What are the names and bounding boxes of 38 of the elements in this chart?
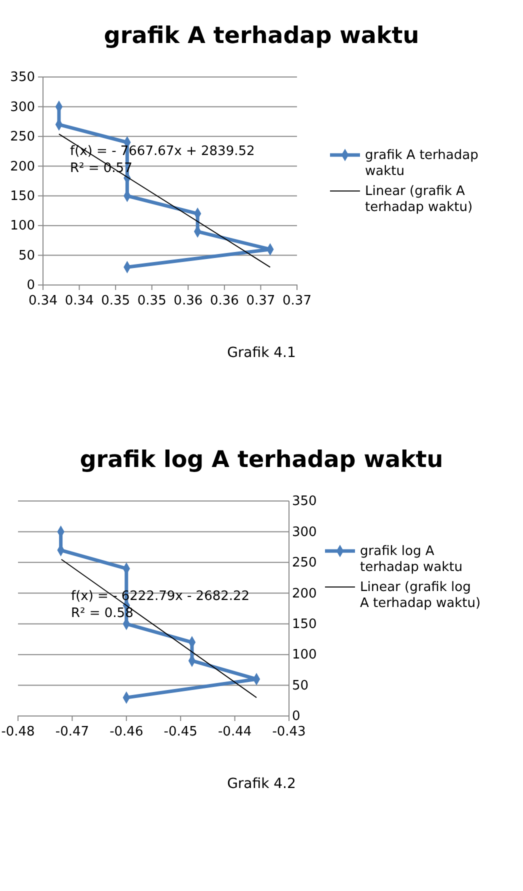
y-tick-label: 50 [18,248,35,264]
x-tick-label: -0.43 [272,724,306,740]
legend-label: Linear (grafik A terhadap waktu) [365,184,473,215]
x-tick-label: 0.36 [174,294,203,309]
y-tick-label: 350 [292,494,317,510]
y-tick-label: 50 [292,678,309,694]
text: Grafik 4.1 [227,345,296,361]
text: Grafik 4.2 [227,776,296,792]
y-tick-label: 100 [10,218,35,234]
y-tick-label: 250 [10,130,35,145]
legend-label: grafik log A terhadap waktu [360,544,462,575]
x-tick-label: 0.35 [137,294,166,309]
y-tick-label: 250 [292,556,317,571]
y-tick-label: 350 [10,70,35,86]
x-tick-label: -0.45 [164,724,198,740]
y-tick-label: 0 [26,278,35,294]
x-tick-label: 0.34 [64,294,94,309]
legend-label: grafik A terhadap waktu [365,148,478,179]
y-tick-label: 150 [10,189,35,204]
y-tick-label: 300 [292,524,317,540]
x-tick-label: 0.36 [210,294,239,309]
y-tick-label: 200 [10,159,35,174]
x-tick-label: -0.47 [55,724,90,740]
x-tick-label: 0.35 [101,294,130,309]
x-tick-label: 0.37 [246,294,276,309]
y-tick-label: 100 [292,648,317,663]
chart-title: grafik log A terhadap waktu [80,447,444,473]
x-tick-label: -0.48 [1,724,35,740]
chart-title: grafik A terhadap waktu [104,23,420,49]
x-tick-label: -0.44 [218,724,252,740]
y-tick-label: 150 [292,617,317,632]
x-tick-label: -0.46 [110,724,144,740]
x-tick-label: 0.37 [282,294,312,309]
y-tick-label: 300 [10,100,35,115]
legend-label: Linear (grafik log A terhadap waktu) [360,580,481,611]
x-tick-label: 0.34 [28,294,58,309]
y-tick-label: 0 [292,709,300,724]
y-tick-label: 200 [292,586,317,602]
